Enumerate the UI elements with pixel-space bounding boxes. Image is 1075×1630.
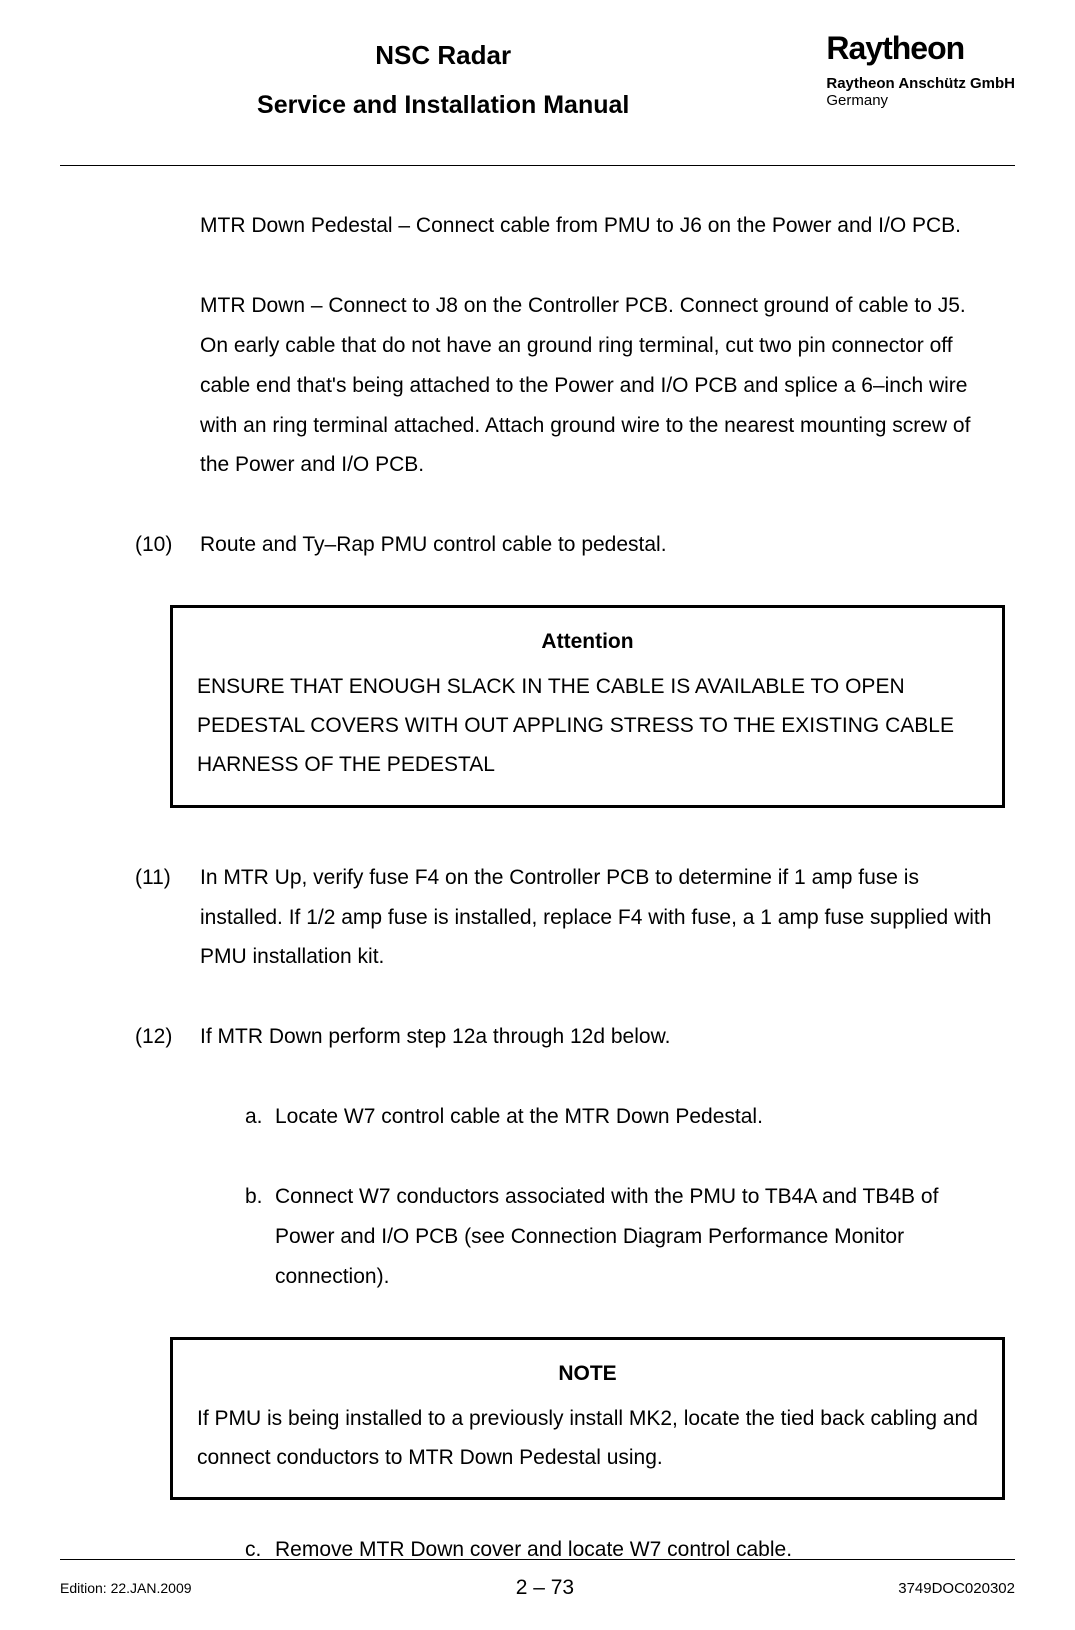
attention-box: Attention ENSURE THAT ENOUGH SLACK IN TH… [170,605,1005,807]
step-12b: b. Connect W7 conductors associated with… [245,1177,995,1297]
step-12a-number: a. [245,1097,263,1137]
doc-subtitle: Service and Installation Manual [60,91,826,120]
step-12a-text: Locate W7 control cable at the MTR Down … [275,1105,763,1128]
paragraph-mtr-down: MTR Down – Connect to J8 on the Controll… [200,286,995,485]
step-12c-text: Remove MTR Down cover and locate W7 cont… [275,1538,792,1561]
step-12a: a. Locate W7 control cable at the MTR Do… [245,1097,995,1137]
step-11-text: In MTR Up, verify fuse F4 on the Control… [200,866,991,969]
page-header: NSC Radar Service and Installation Manua… [60,30,1015,120]
footer-page-number: 2 – 73 [516,1576,574,1600]
step-10-text: Route and Ty–Rap PMU control cable to pe… [200,533,667,556]
page-content: MTR Down Pedestal – Connect cable from P… [60,206,1015,1570]
step-11: (11) In MTR Up, verify fuse F4 on the Co… [145,858,995,978]
page-footer: Edition: 22.JAN.2009 2 – 73 3749DOC02030… [60,1576,1015,1600]
note-text: If PMU is being installed to a previousl… [197,1400,978,1478]
step-12c: c. Remove MTR Down cover and locate W7 c… [245,1530,995,1570]
attention-text: ENSURE THAT ENOUGH SLACK IN THE CABLE IS… [197,668,978,785]
footer-docnum: 3749DOC020302 [898,1580,1015,1597]
step-12c-number: c. [245,1530,261,1570]
brand-company: Raytheon Anschütz GmbH [826,75,1015,92]
attention-title: Attention [197,622,978,662]
step-12-number: (12) [135,1017,172,1057]
footer-divider [60,1559,1015,1560]
header-titles: NSC Radar Service and Installation Manua… [60,30,826,120]
header-brand: Raytheon Raytheon Anschütz GmbH Germany [826,30,1015,109]
brand-logo: Raytheon [826,30,1015,67]
note-title: NOTE [197,1354,978,1394]
step-10-number: (10) [135,525,172,565]
step-12-text: If MTR Down perform step 12a through 12d… [200,1025,670,1048]
step-12b-text: Connect W7 conductors associated with th… [275,1185,938,1288]
brand-country: Germany [826,92,1015,109]
doc-title: NSC Radar [60,40,826,71]
footer-edition: Edition: 22.JAN.2009 [60,1580,192,1596]
step-11-number: (11) [135,858,171,898]
step-10: (10) Route and Ty–Rap PMU control cable … [145,525,995,565]
header-divider [60,165,1015,166]
step-12: (12) If MTR Down perform step 12a throug… [145,1017,995,1057]
paragraph-mtr-pedestal: MTR Down Pedestal – Connect cable from P… [200,206,995,246]
note-box: NOTE If PMU is being installed to a prev… [170,1337,1005,1501]
step-12b-number: b. [245,1177,263,1217]
